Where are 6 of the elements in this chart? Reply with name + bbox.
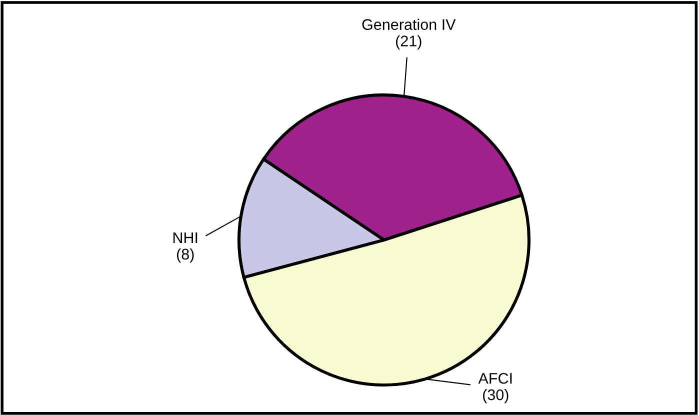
slice-label: Generation IV	[362, 18, 456, 30]
data-label: (30)	[483, 389, 508, 404]
slice-label: NHI	[173, 232, 198, 243]
slice-label: AFCI	[478, 372, 512, 384]
data-label: (8)	[176, 248, 194, 263]
data-label: (21)	[396, 35, 422, 50]
